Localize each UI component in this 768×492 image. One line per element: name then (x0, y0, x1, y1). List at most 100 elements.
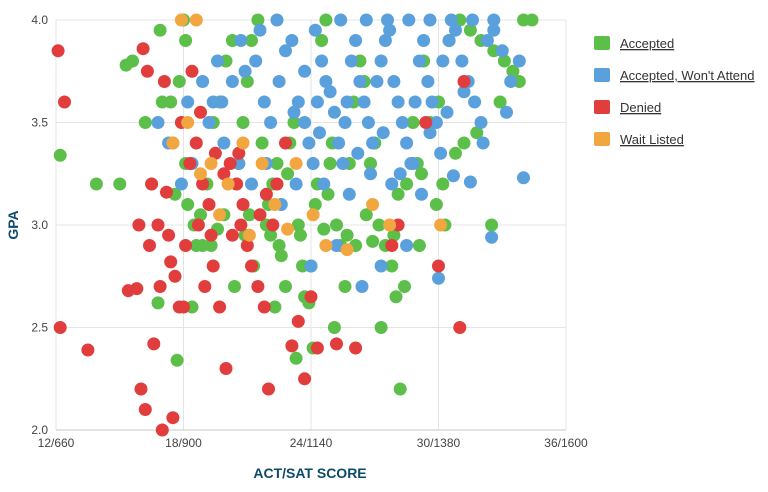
point-series-0-104 (415, 167, 428, 181)
x-tick-label-4: 36/1600 (544, 436, 588, 450)
point-series-1-16 (302, 136, 316, 150)
point-series-2-34 (279, 136, 292, 150)
point-series-3-11 (340, 243, 354, 257)
point-series-1-44 (421, 75, 435, 88)
point-series-1-86 (298, 64, 312, 78)
point-series-2-56 (236, 198, 250, 211)
point-series-2-6 (134, 382, 148, 396)
point-series-1-72 (245, 177, 258, 191)
point-series-1-65 (374, 259, 388, 273)
point-series-1-2 (174, 177, 188, 191)
legend-label-0[interactable]: Accepted (620, 36, 674, 51)
point-series-0-63 (389, 290, 403, 304)
point-series-2-59 (162, 228, 176, 242)
point-series-3-18 (281, 222, 295, 236)
point-series-1-26 (344, 54, 358, 68)
point-series-3-14 (434, 218, 448, 232)
point-series-0-77 (497, 54, 511, 68)
point-series-2-36 (291, 314, 305, 328)
x-tick-label-3: 30/1380 (417, 436, 461, 450)
point-series-2-7 (138, 403, 152, 416)
point-series-1-106 (415, 187, 428, 201)
point-series-0-93 (228, 280, 241, 293)
point-series-1-43 (417, 34, 431, 47)
point-series-2-29 (245, 259, 258, 273)
point-series-3-5 (221, 177, 235, 191)
point-series-0-80 (525, 13, 539, 27)
point-series-0-97 (151, 296, 165, 310)
point-series-1-37 (391, 95, 405, 109)
point-series-1-19 (315, 54, 329, 68)
point-series-1-66 (355, 280, 369, 293)
point-series-2-45 (432, 259, 445, 273)
point-series-1-98 (234, 34, 248, 47)
point-series-2-42 (385, 239, 399, 252)
legend-label-3[interactable]: Wait Listed (620, 132, 684, 147)
point-series-2-48 (136, 42, 150, 56)
point-series-1-47 (436, 54, 450, 68)
point-series-0-83 (457, 136, 471, 150)
point-series-0-107 (493, 95, 507, 109)
point-series-2-14 (164, 255, 178, 269)
point-series-0-102 (359, 208, 373, 222)
point-series-0-15 (181, 198, 195, 211)
point-series-0-99 (242, 208, 256, 222)
point-series-3-12 (366, 198, 380, 211)
point-series-1-33 (374, 54, 388, 68)
point-series-1-58 (512, 54, 526, 68)
point-series-2-9 (155, 423, 169, 437)
point-series-2-68 (232, 146, 246, 160)
point-series-2-58 (266, 218, 280, 232)
point-series-1-99 (211, 54, 224, 68)
y-tick-label-1: 2.5 (31, 321, 48, 335)
point-series-1-41 (408, 95, 422, 109)
point-series-3-7 (255, 157, 269, 170)
legend-label-1[interactable]: Accepted, Won't Attend (620, 68, 755, 83)
point-series-0-58 (364, 157, 377, 170)
point-series-0-60 (372, 218, 386, 232)
point-series-1-103 (351, 146, 365, 160)
point-series-2-5 (130, 282, 144, 296)
point-series-1-108 (476, 136, 490, 150)
point-series-1-92 (423, 13, 437, 27)
legend-swatch-1 (594, 68, 610, 82)
point-series-0-64 (393, 382, 407, 396)
point-series-0-13 (179, 34, 193, 47)
point-series-1-14 (291, 95, 305, 109)
point-series-1-32 (370, 75, 384, 88)
point-series-2-44 (419, 116, 433, 129)
point-series-0-71 (436, 177, 450, 191)
legend-label-2[interactable]: Denied (620, 100, 661, 115)
legend-swatch-2 (594, 100, 610, 114)
point-series-1-22 (327, 105, 341, 119)
point-series-2-40 (330, 337, 343, 351)
point-series-0-4 (126, 54, 139, 68)
point-series-1-83 (423, 126, 437, 140)
point-series-1-59 (517, 171, 530, 185)
point-series-1-81 (385, 177, 399, 191)
point-series-1-97 (253, 23, 267, 37)
point-series-1-15 (298, 116, 312, 129)
point-series-2-20 (196, 177, 210, 191)
point-series-0-39 (287, 116, 301, 129)
point-series-2-53 (194, 105, 207, 119)
point-series-2-23 (213, 300, 227, 314)
point-series-1-107 (434, 146, 448, 160)
ticks: 12/660 18/900 24/1140 30/1380 36/1600 2.0 2.5 3… (31, 13, 588, 450)
point-series-1-8 (249, 54, 263, 68)
points (51, 13, 539, 437)
point-series-2-47 (457, 75, 471, 88)
point-series-1-89 (359, 13, 373, 27)
point-series-0-53 (338, 280, 352, 293)
point-series-0-34 (270, 157, 284, 170)
point-series-1-38 (395, 116, 409, 129)
point-series-1-56 (495, 44, 509, 58)
point-series-1-95 (487, 13, 501, 27)
y-tick-label-4: 4.0 (31, 13, 48, 27)
point-series-1-94 (466, 13, 479, 27)
point-series-0-103 (391, 187, 405, 201)
point-series-0-10 (164, 95, 178, 109)
point-series-0-94 (204, 239, 218, 252)
point-series-1-35 (383, 23, 397, 37)
point-series-2-57 (253, 208, 267, 222)
